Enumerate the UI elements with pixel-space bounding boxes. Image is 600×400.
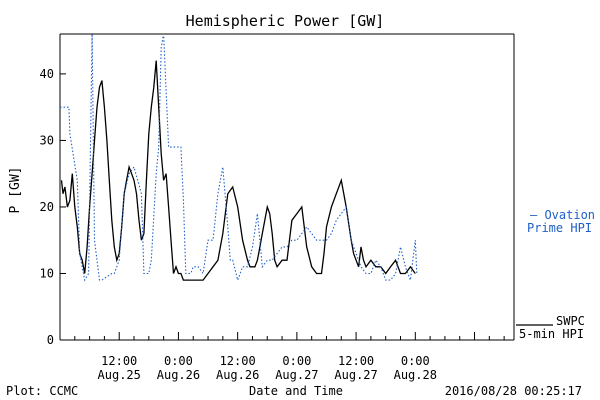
x-ticks: 12:00Aug.250:00Aug.2612:00Aug.260:00Aug.… [74,332,505,382]
footer-plot-credit: Plot: CCMC [6,384,78,398]
legend-ovation-line1: — Ovation [530,208,595,222]
y-tick-label: 40 [40,67,54,81]
y-tick-label: 0 [47,333,54,347]
plot-frame [59,33,515,341]
y-ticks: 0 10 20 30 40 [40,67,66,347]
y-axis-label: P [GW] [8,167,23,214]
legend-ovation-line2: Prime HPI [527,221,592,235]
x-tick-label-date: Aug.27 [275,368,318,382]
chart-title: Hemispheric Power [GW] [186,12,385,30]
x-tick-label-time: 0:00 [164,354,193,368]
series-line-swpc-5min-hpi [60,60,416,281]
series-layer [60,34,418,282]
y-tick-label: 10 [40,266,54,280]
legend-swpc-line1: SWPC [556,314,585,328]
legend-swpc-line2: 5-min HPI [519,327,584,341]
x-tick-label-time: 0:00 [282,354,311,368]
x-tick-label-date: Aug.26 [216,368,259,382]
legend: — Ovation Prime HPI SWPC 5-min HPI [516,208,595,341]
x-tick-label-time: 12:00 [101,354,137,368]
x-tick-label-time: 0:00 [401,354,430,368]
x-tick-label-date: Aug.27 [334,368,377,382]
x-axis-label: Date and Time [249,384,343,398]
x-tick-label-time: 12:00 [338,354,374,368]
x-tick-label-time: 12:00 [220,354,256,368]
footer-timestamp: 2016/08/28 00:25:17 [445,384,582,398]
x-tick-label-date: Aug.26 [157,368,200,382]
y-tick-label: 30 [40,133,54,147]
x-tick-label-date: Aug.25 [98,368,141,382]
x-tick-label-date: Aug.28 [394,368,437,382]
y-tick-label: 20 [40,200,54,214]
